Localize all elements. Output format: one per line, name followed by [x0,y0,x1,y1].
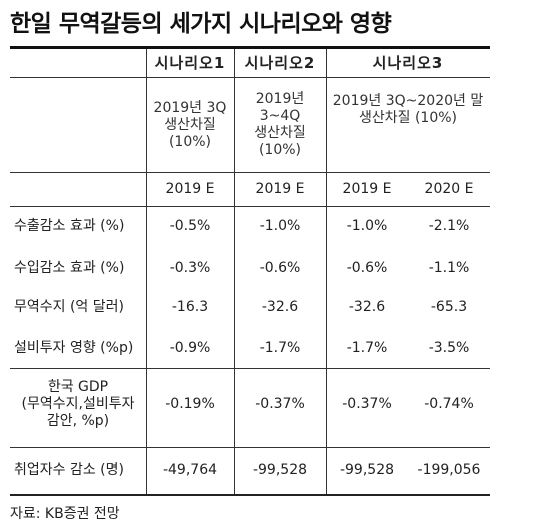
column-divider-2 [234,49,235,495]
page-title: 한일 무역갈등의 세가지 시나리오와 영향 [10,11,392,37]
table-cell: -65.3 [430,298,468,315]
table-cell: -99,528 [252,461,308,478]
table-cell: -0.37% [342,395,392,412]
row-label-gdp: 한국 GDP (무역수지,설비투자 감안, %p) [21,378,135,429]
row-label: 취업자수 감소 (명) [14,461,124,478]
year-col4: 2020 E [424,180,474,197]
table-cell: -3.5% [428,339,470,356]
table-cell: -1.0% [259,217,301,234]
year-col3: 2019 E [342,180,392,197]
table-cell: -2.1% [428,217,470,234]
table-cell: -0.37% [255,395,305,412]
row-divider [10,447,490,448]
row-divider [10,368,490,369]
year-col2: 2019 E [255,180,305,197]
scenario2-description: 2019년 3~4Q 생산차질 (10%) [254,91,306,158]
source-note: 자료: KB증권 전망 [10,506,120,522]
row-label: 수입감소 효과 (%) [14,259,125,276]
table-cell: -99,528 [339,461,395,478]
table-cell: -1.7% [346,339,388,356]
table-cell: -32.6 [348,298,386,315]
table-cell: -16.3 [171,298,209,315]
year-divider [10,206,490,207]
table-cell: -32.6 [261,298,299,315]
table-cell: -0.6% [346,259,388,276]
table-cell: -0.3% [169,259,211,276]
scenario2-header: 시나리오2 [244,53,316,72]
table-bottom-rule [10,494,490,496]
table-cell: -0.74% [424,395,474,412]
table-cell: -0.6% [259,259,301,276]
row-label: 무역수지 (억 달러) [14,298,124,315]
row-label: 설비투자 영향 (%p) [14,339,134,356]
table-cell: -0.19% [165,395,215,412]
table-cell: -0.5% [169,217,211,234]
year-col1: 2019 E [165,180,215,197]
description-divider [10,172,490,173]
table-cell: -0.9% [169,339,211,356]
scenario1-header: 시나리오1 [154,53,226,72]
table-cell: -49,764 [162,461,218,478]
scenario1-description: 2019년 3Q 생산차질 (10%) [153,99,227,150]
table-cell: -1.1% [428,259,470,276]
header-divider [10,77,490,78]
table-cell: -1.7% [259,339,301,356]
column-divider-1 [146,49,147,495]
row-label: 수출감소 효과 (%) [14,217,125,234]
scenario3-header: 시나리오3 [372,53,444,72]
table-cell: -1.0% [346,217,388,234]
table-cell: -199,056 [417,461,481,478]
scenario3-description: 2019년 3Q~2020년 말 생산차질 (10%) [332,93,484,126]
column-divider-3 [326,49,327,495]
title-rule [10,46,490,49]
